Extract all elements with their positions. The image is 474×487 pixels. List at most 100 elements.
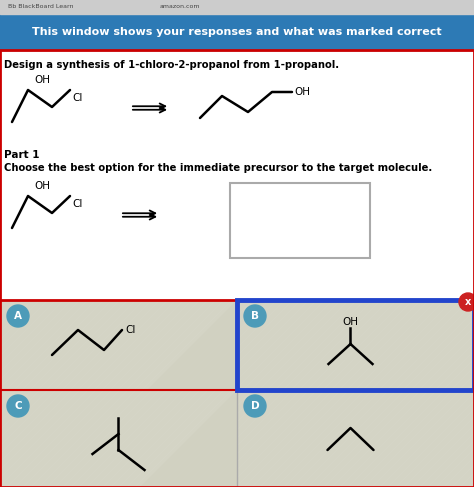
Polygon shape [39, 390, 144, 487]
Polygon shape [159, 390, 264, 487]
Polygon shape [323, 300, 421, 390]
Polygon shape [231, 390, 336, 487]
Polygon shape [459, 300, 474, 390]
Polygon shape [275, 300, 373, 390]
Polygon shape [0, 390, 48, 487]
Polygon shape [0, 390, 88, 487]
Text: Design a synthesis of 1-chloro-2-propanol from 1-propanol.: Design a synthesis of 1-chloro-2-propano… [4, 60, 339, 70]
Circle shape [7, 305, 29, 327]
Polygon shape [222, 300, 320, 390]
Bar [0, 300, 237, 390]
Polygon shape [363, 300, 461, 390]
Polygon shape [62, 300, 160, 390]
Polygon shape [0, 300, 24, 390]
Bar [237, 390, 474, 487]
Polygon shape [127, 390, 232, 487]
Polygon shape [396, 390, 474, 487]
Polygon shape [103, 390, 208, 487]
Polygon shape [203, 300, 301, 390]
Polygon shape [86, 300, 184, 390]
Bar [237, 300, 474, 390]
Polygon shape [195, 300, 293, 390]
Polygon shape [404, 390, 474, 487]
Polygon shape [0, 300, 80, 390]
Polygon shape [94, 300, 192, 390]
Polygon shape [134, 300, 232, 390]
Polygon shape [191, 390, 296, 487]
Polygon shape [55, 390, 160, 487]
Polygon shape [0, 300, 64, 390]
Polygon shape [239, 390, 344, 487]
Polygon shape [315, 300, 413, 390]
Circle shape [459, 293, 474, 311]
Polygon shape [0, 300, 48, 390]
Polygon shape [316, 390, 421, 487]
Polygon shape [460, 390, 474, 487]
Polygon shape [427, 300, 474, 390]
Polygon shape [158, 300, 256, 390]
Polygon shape [0, 300, 40, 390]
Polygon shape [0, 390, 96, 487]
Polygon shape [300, 390, 405, 487]
Text: This window shows your responses and what was marked correct: This window shows your responses and wha… [32, 27, 442, 37]
Polygon shape [411, 300, 474, 390]
Polygon shape [238, 300, 336, 390]
Polygon shape [198, 300, 296, 390]
Polygon shape [0, 300, 72, 390]
Text: Choose the best option for the immediate precursor to the target molecule.: Choose the best option for the immediate… [4, 163, 432, 173]
Text: Cl: Cl [125, 325, 136, 335]
Polygon shape [46, 300, 144, 390]
Polygon shape [23, 390, 128, 487]
Polygon shape [435, 300, 474, 390]
Polygon shape [211, 300, 309, 390]
Polygon shape [235, 300, 333, 390]
Polygon shape [63, 390, 168, 487]
Text: OH: OH [343, 317, 358, 327]
Polygon shape [7, 390, 112, 487]
Polygon shape [0, 390, 56, 487]
Polygon shape [150, 300, 248, 390]
Polygon shape [246, 300, 344, 390]
Polygon shape [467, 300, 474, 390]
Polygon shape [166, 300, 264, 390]
Polygon shape [0, 390, 104, 487]
Polygon shape [307, 300, 405, 390]
Polygon shape [291, 300, 389, 390]
Polygon shape [199, 390, 304, 487]
Polygon shape [223, 390, 328, 487]
Polygon shape [379, 300, 474, 390]
Polygon shape [444, 390, 474, 487]
Bar [237, 300, 474, 390]
Polygon shape [79, 390, 184, 487]
Polygon shape [251, 300, 349, 390]
Text: A: A [14, 311, 22, 321]
Polygon shape [119, 390, 224, 487]
Polygon shape [268, 390, 373, 487]
Polygon shape [252, 390, 357, 487]
Text: Cl: Cl [72, 199, 82, 209]
Polygon shape [0, 390, 16, 487]
Polygon shape [284, 390, 389, 487]
Polygon shape [54, 300, 152, 390]
Polygon shape [243, 300, 341, 390]
Polygon shape [6, 300, 104, 390]
Polygon shape [395, 300, 474, 390]
Polygon shape [324, 390, 429, 487]
Bar [0, 14, 474, 50]
Polygon shape [118, 300, 216, 390]
Text: C: C [14, 401, 22, 411]
Polygon shape [372, 390, 474, 487]
Bar [0, 390, 237, 487]
Polygon shape [0, 390, 32, 487]
Polygon shape [135, 390, 240, 487]
Text: OH: OH [34, 75, 50, 85]
Polygon shape [180, 390, 285, 487]
Polygon shape [220, 390, 325, 487]
Polygon shape [31, 390, 136, 487]
Polygon shape [156, 390, 261, 487]
Polygon shape [167, 390, 272, 487]
Polygon shape [0, 300, 8, 390]
Polygon shape [255, 390, 360, 487]
Polygon shape [14, 300, 112, 390]
Polygon shape [0, 390, 40, 487]
